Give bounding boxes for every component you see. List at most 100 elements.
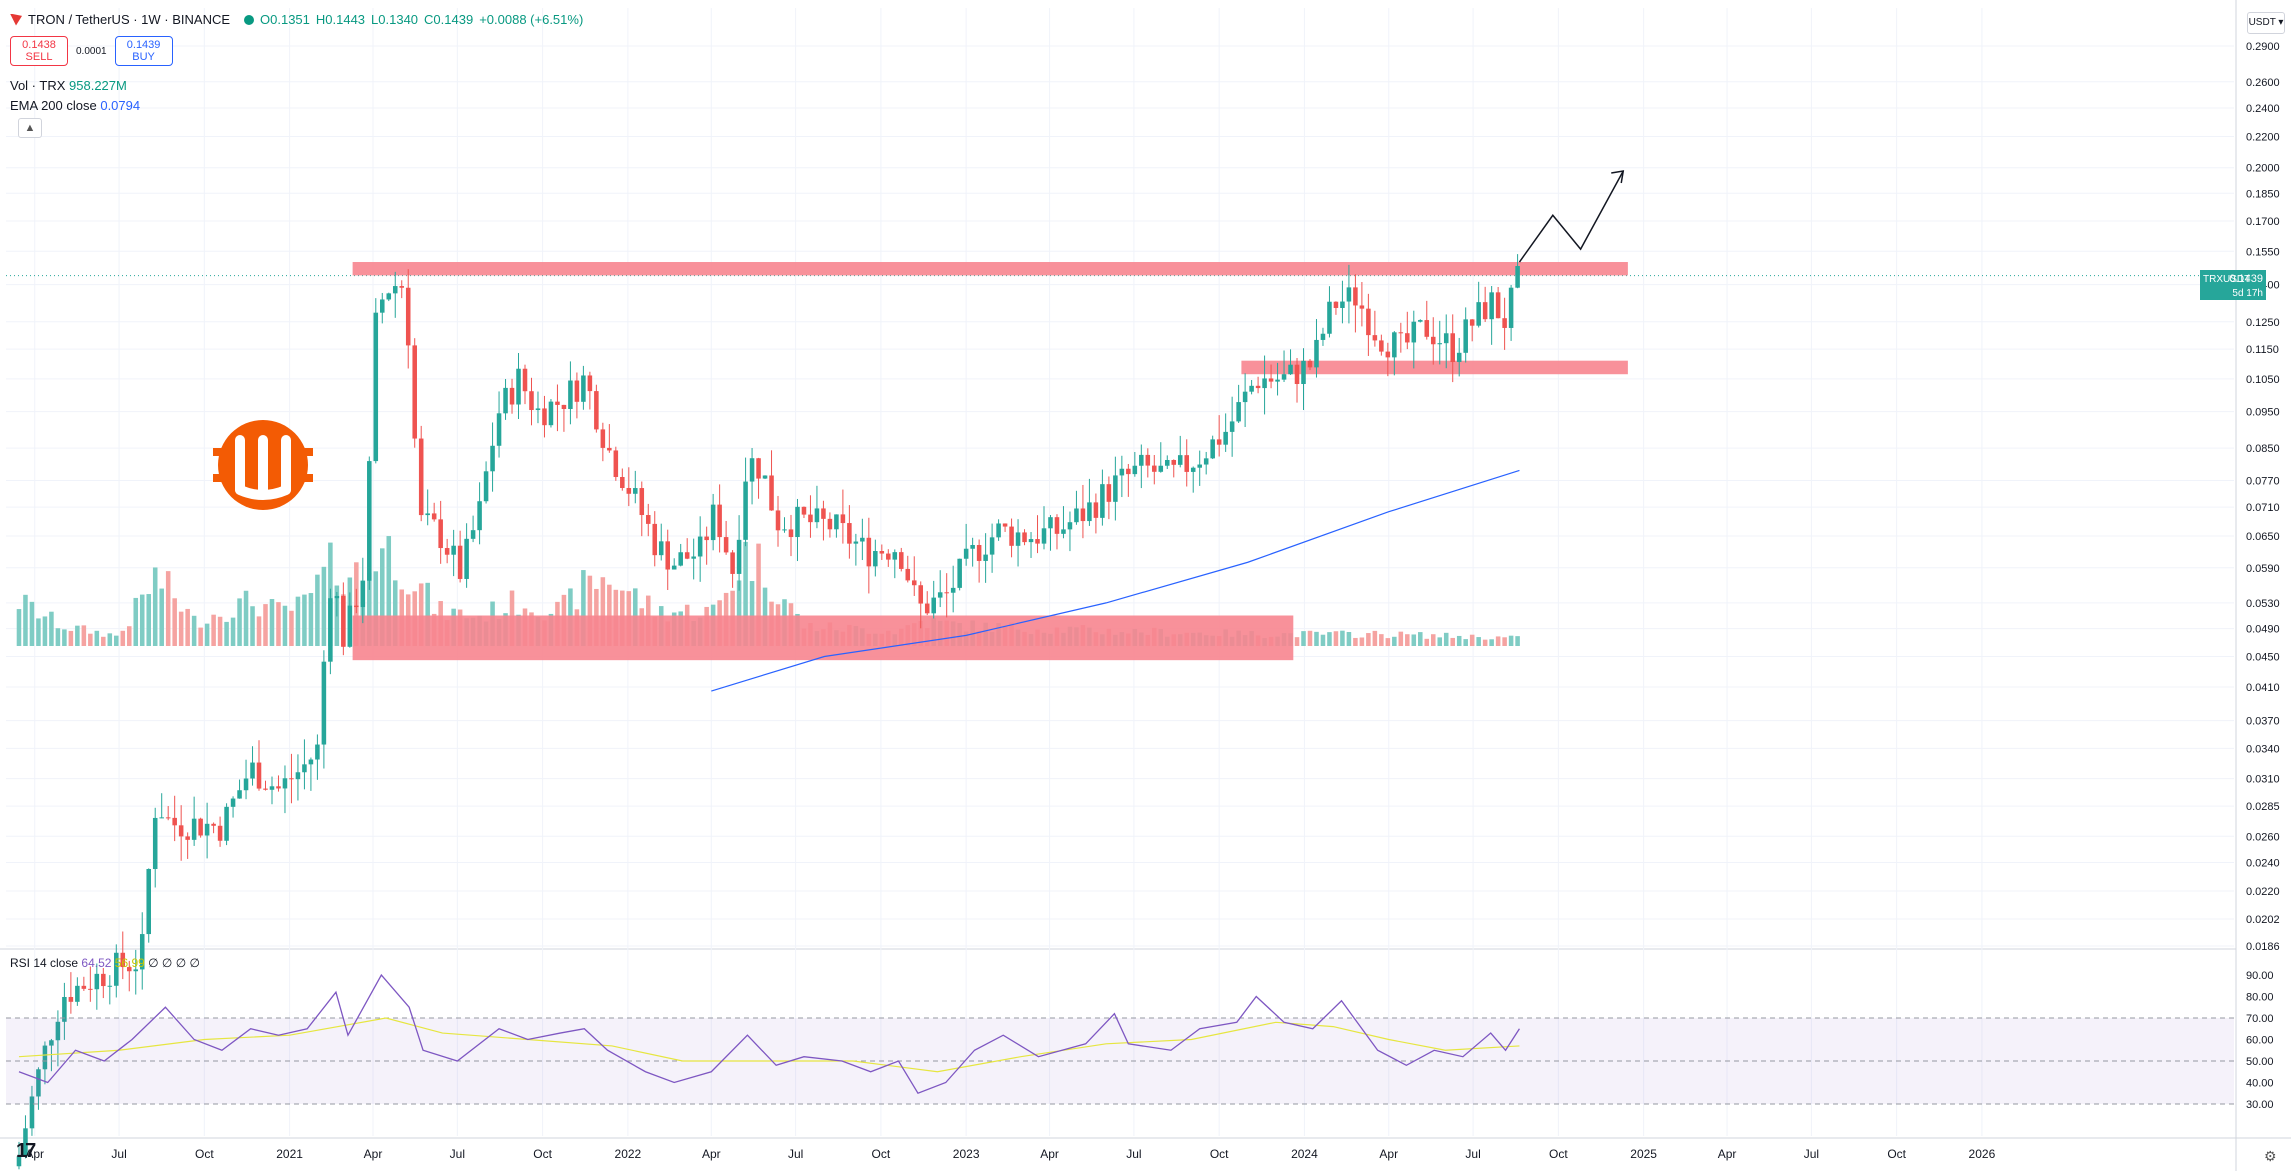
price-tick-label: 0.0530 <box>2246 598 2280 610</box>
candle-body <box>1405 333 1410 343</box>
volume-legend[interactable]: Vol · TRX 958.227M <box>10 78 127 93</box>
candle-body <box>594 391 599 430</box>
candle-body <box>1158 465 1164 472</box>
buy-button[interactable]: 0.1439 BUY <box>114 36 173 66</box>
candle-body <box>886 553 891 560</box>
volume-bar <box>224 621 229 646</box>
price-axis[interactable]: 0.2900 0.2600 0.2400 0.2200 0.2000 0.1850 0.17… <box>2246 41 2280 953</box>
volume-bar <box>1320 634 1326 646</box>
candle-body <box>697 536 703 557</box>
candle-body <box>1489 292 1494 320</box>
volume-bar <box>581 570 586 646</box>
candle-body <box>1482 302 1488 320</box>
candle-body <box>866 537 872 567</box>
volume-bar <box>49 611 54 646</box>
volume-bar <box>1385 638 1391 646</box>
candle-body <box>633 488 638 494</box>
chevron-up-icon[interactable]: ▲ <box>18 118 42 138</box>
candle-body <box>289 778 294 780</box>
volume-bar <box>749 581 755 646</box>
candle-body <box>68 996 74 1002</box>
gear-icon[interactable]: ⚙ <box>2264 1148 2277 1164</box>
volume-bar <box>256 616 262 646</box>
ema-legend[interactable]: EMA 200 close 0.0794 <box>10 98 140 113</box>
candle-body <box>464 538 469 579</box>
candle-body <box>16 1156 22 1167</box>
market-status-icon <box>244 14 255 25</box>
candle-body <box>1048 517 1053 529</box>
volume-bar <box>146 594 151 646</box>
candle-body <box>373 312 379 462</box>
candle-body <box>269 786 275 790</box>
support-resistance-zones[interactable] <box>352 262 1628 661</box>
symbol-title[interactable]: TRON / TetherUS · 1W · BINANCE <box>28 12 231 27</box>
candle-body <box>490 445 495 472</box>
candle-body <box>1041 528 1047 544</box>
candle-body <box>645 515 651 524</box>
candle-body <box>114 952 119 986</box>
volume-bar <box>743 541 748 646</box>
volume-bar <box>29 601 35 646</box>
candle-body <box>159 817 164 819</box>
candle-body <box>950 587 956 593</box>
candle-body <box>1236 402 1241 422</box>
volume-bar <box>302 594 307 646</box>
rsi-label: RSI 14 close <box>10 956 79 970</box>
price-tick-label: 0.0240 <box>2246 857 2280 869</box>
candle-body <box>334 595 340 599</box>
candle-body <box>600 429 606 448</box>
volume-bar <box>373 571 379 646</box>
candle-body <box>723 537 729 553</box>
candle-body <box>801 506 807 515</box>
candle-body <box>782 529 787 531</box>
time-tick-label: 2024 <box>1291 1147 1318 1161</box>
volume-bar <box>191 615 197 646</box>
time-tick-label: Jul <box>1465 1147 1480 1161</box>
tradingview-logo[interactable]: 17 <box>16 1140 36 1162</box>
volume-bar <box>1430 634 1436 646</box>
candle-body <box>905 568 911 581</box>
candle-body <box>1398 332 1404 334</box>
price-tag-countdown: 5d 17h <box>2232 288 2263 299</box>
volume-bar <box>1314 631 1319 646</box>
sell-button[interactable]: 0.1438 SELL <box>10 36 68 66</box>
candle-body <box>405 287 411 346</box>
candle-body <box>607 447 612 451</box>
candle-body <box>282 778 288 789</box>
volume-bar <box>185 608 190 646</box>
currency-button[interactable]: USDT ▾ <box>2247 12 2285 34</box>
candle-body <box>1100 484 1105 518</box>
projection-arrow[interactable] <box>1518 170 1625 263</box>
time-axis[interactable]: Apr Jul Oct 2021 Apr Jul Oct 2022 Apr Jul Oct 2023 A… <box>25 1147 1995 1161</box>
candle-body <box>1366 308 1371 336</box>
candle-body <box>1281 374 1287 380</box>
candle-body <box>120 952 126 968</box>
candle-body <box>126 967 132 972</box>
candle-body <box>1495 292 1501 319</box>
candle-body <box>1080 508 1086 522</box>
candle-body <box>438 519 443 549</box>
candle-body <box>775 510 781 531</box>
price-tick-label: 0.0285 <box>2246 801 2280 813</box>
ema-line <box>711 469 1520 692</box>
time-tick-label: Jul <box>111 1147 126 1161</box>
volume-bar <box>1353 637 1358 646</box>
volume-bar <box>1366 633 1371 646</box>
candle-body <box>840 514 846 524</box>
candle-body <box>139 934 145 970</box>
volume-bar <box>1359 637 1365 646</box>
time-tick-label: 2023 <box>953 1147 980 1161</box>
candle-body <box>671 565 677 570</box>
price-tick-label: 0.0260 <box>2246 831 2280 843</box>
candle-body <box>529 391 534 411</box>
volume-bar <box>1398 631 1404 646</box>
rsi-legend[interactable]: RSI 14 close 64.52 56.99 ∅ ∅ ∅ ∅ <box>10 956 200 970</box>
candle-body <box>1443 333 1449 344</box>
volume-bar <box>1424 638 1430 646</box>
candle-body <box>1015 532 1021 546</box>
time-tick-label: Jul <box>1126 1147 1141 1161</box>
candle-body <box>1307 360 1313 368</box>
rsi-extra-values: ∅ ∅ ∅ ∅ <box>148 956 200 970</box>
candle-body <box>1320 333 1326 340</box>
